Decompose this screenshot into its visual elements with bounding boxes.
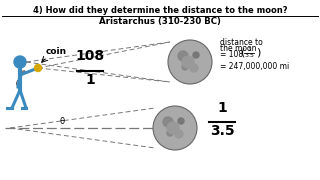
Text: the moon: the moon [220, 44, 257, 53]
Circle shape [178, 51, 188, 61]
Text: 108: 108 [76, 49, 105, 63]
Circle shape [163, 117, 173, 127]
Text: 4) How did they determine the distance to the moon?: 4) How did they determine the distance t… [33, 6, 287, 15]
Text: θ: θ [60, 117, 65, 126]
Text: distance to: distance to [220, 38, 263, 47]
Text: θ: θ [16, 80, 20, 89]
Text: 3.5: 3.5 [210, 124, 234, 138]
Text: 1: 1 [217, 101, 227, 115]
Text: coin: coin [46, 47, 67, 56]
Text: 3.5: 3.5 [244, 53, 254, 58]
Circle shape [168, 40, 212, 84]
Circle shape [175, 130, 183, 138]
Circle shape [193, 52, 199, 58]
Text: 1: 1 [85, 73, 95, 87]
Circle shape [153, 106, 197, 150]
Circle shape [182, 56, 194, 68]
Text: ): ) [256, 48, 260, 57]
Text: = 247,000,000 mi: = 247,000,000 mi [220, 62, 289, 71]
Circle shape [190, 64, 198, 72]
Text: Aristarchus (310-230 BC): Aristarchus (310-230 BC) [99, 17, 221, 26]
Circle shape [178, 118, 184, 124]
Text: θ: θ [22, 71, 26, 75]
Circle shape [167, 130, 173, 136]
Text: (: ( [241, 48, 245, 57]
Circle shape [182, 64, 188, 70]
Text: = 108: = 108 [220, 50, 243, 59]
Circle shape [14, 56, 26, 68]
Circle shape [35, 64, 42, 71]
Circle shape [167, 122, 179, 134]
Text: 1: 1 [247, 47, 251, 52]
